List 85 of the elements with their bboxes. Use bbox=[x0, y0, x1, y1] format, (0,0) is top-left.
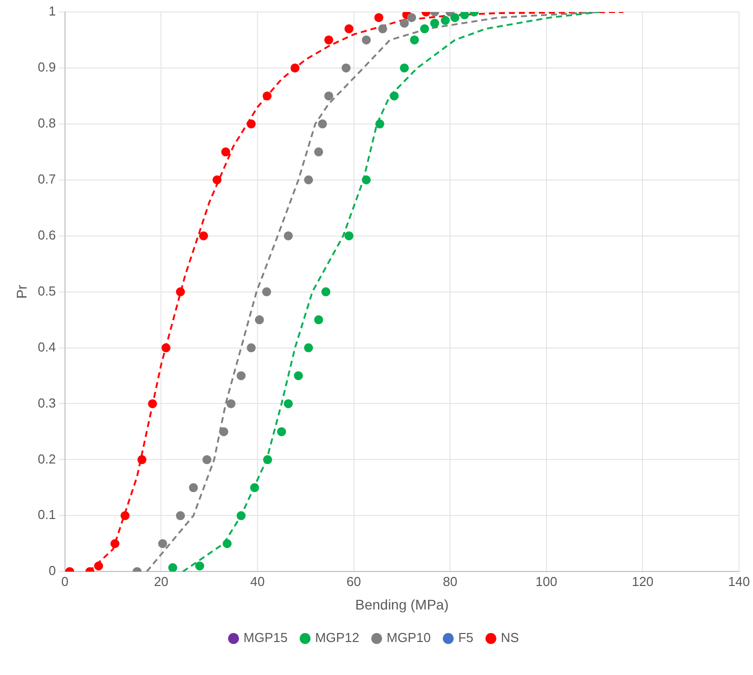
point bbox=[226, 399, 236, 408]
y-tick-label: 0.4 bbox=[38, 339, 56, 354]
point bbox=[290, 63, 300, 72]
y-tick-label: 0.5 bbox=[38, 283, 56, 298]
legend-label: F5 bbox=[458, 630, 474, 646]
y-tick-label: 0.9 bbox=[38, 60, 56, 75]
point bbox=[212, 175, 222, 184]
point bbox=[362, 35, 371, 44]
point bbox=[342, 63, 351, 72]
point bbox=[440, 16, 450, 25]
y-tick-label: 0.6 bbox=[38, 227, 56, 242]
point bbox=[400, 18, 409, 28]
point bbox=[284, 231, 293, 240]
point bbox=[277, 427, 286, 436]
point bbox=[195, 562, 204, 571]
point bbox=[262, 91, 272, 100]
point bbox=[390, 91, 399, 100]
point bbox=[420, 24, 430, 34]
point bbox=[246, 119, 256, 128]
legend-label: MGP15 bbox=[244, 630, 288, 646]
legend-label: NS bbox=[500, 630, 520, 646]
point bbox=[176, 511, 185, 520]
y-tick-label: 1 bbox=[48, 4, 56, 19]
point bbox=[161, 343, 170, 352]
point bbox=[374, 13, 384, 22]
x-tick-label: 140 bbox=[728, 574, 750, 589]
point bbox=[284, 399, 293, 408]
point bbox=[294, 371, 303, 380]
y-tick-label: 0.8 bbox=[38, 116, 56, 130]
x-axis-title: Bending (MPa) bbox=[355, 596, 449, 612]
point bbox=[222, 539, 232, 548]
point bbox=[148, 399, 158, 408]
point bbox=[236, 511, 246, 520]
x-tick-label: 20 bbox=[154, 574, 168, 589]
point bbox=[362, 175, 371, 184]
point bbox=[221, 147, 230, 156]
x-tick-label: 60 bbox=[346, 574, 362, 589]
y-axis-title: Pr bbox=[13, 284, 30, 299]
x-tick-label: 100 bbox=[536, 574, 558, 589]
point bbox=[344, 231, 354, 240]
point bbox=[410, 35, 419, 44]
y-tick-label: 0.3 bbox=[38, 395, 56, 410]
point bbox=[219, 427, 228, 436]
point bbox=[188, 483, 198, 492]
point bbox=[110, 539, 120, 548]
point bbox=[344, 24, 354, 34]
point bbox=[202, 455, 212, 464]
point bbox=[314, 147, 324, 156]
point bbox=[176, 287, 185, 296]
point bbox=[262, 287, 272, 296]
point bbox=[236, 371, 246, 380]
point bbox=[158, 539, 168, 548]
y-tick-label: 0.1 bbox=[38, 507, 56, 522]
point bbox=[263, 455, 272, 464]
point bbox=[199, 231, 208, 240]
x-tick-label: 120 bbox=[632, 574, 654, 589]
point bbox=[168, 563, 178, 572]
legend-label: MGP12 bbox=[315, 630, 360, 646]
x-tick-label: 0 bbox=[61, 574, 68, 589]
point bbox=[450, 13, 460, 22]
point bbox=[400, 63, 409, 72]
point bbox=[304, 343, 314, 352]
point bbox=[460, 12, 470, 20]
point bbox=[94, 562, 104, 571]
y-tick-label: 0.7 bbox=[38, 171, 56, 186]
point bbox=[120, 511, 130, 520]
point bbox=[378, 24, 388, 34]
point bbox=[375, 119, 384, 128]
point bbox=[407, 13, 416, 22]
point bbox=[137, 455, 146, 464]
point bbox=[250, 483, 260, 492]
point bbox=[314, 315, 324, 324]
point bbox=[318, 119, 327, 128]
point bbox=[324, 35, 334, 44]
point bbox=[321, 287, 330, 296]
point bbox=[304, 175, 314, 184]
y-tick-label: 0 bbox=[48, 563, 56, 578]
point bbox=[246, 343, 256, 352]
point bbox=[430, 18, 440, 28]
point bbox=[324, 91, 334, 100]
x-tick-label: 40 bbox=[250, 574, 265, 589]
y-tick-label: 0.2 bbox=[38, 451, 56, 466]
x-tick-label: 80 bbox=[442, 574, 458, 589]
legend-label: MGP10 bbox=[386, 630, 431, 646]
point bbox=[254, 315, 264, 324]
